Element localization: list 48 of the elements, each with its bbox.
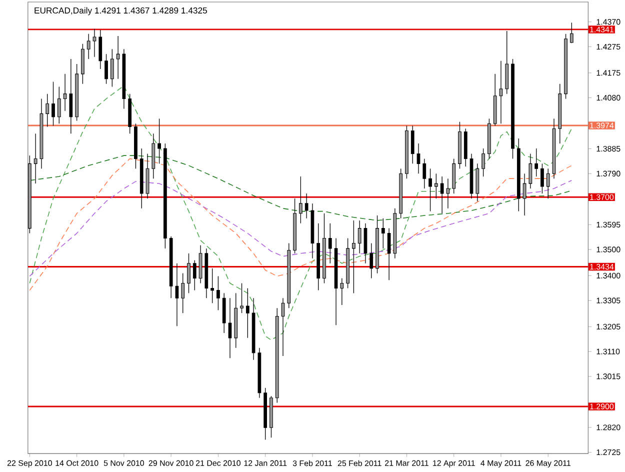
candlestick xyxy=(387,228,391,280)
candlestick xyxy=(434,173,438,199)
candlestick xyxy=(46,94,50,128)
candlestick xyxy=(446,178,450,209)
candlestick xyxy=(410,125,414,164)
candlestick xyxy=(98,30,102,70)
candlestick xyxy=(63,74,67,112)
candlestick xyxy=(428,168,432,212)
candlestick xyxy=(299,176,302,224)
candlestick xyxy=(210,268,214,304)
candlestick xyxy=(116,36,120,80)
candlestick xyxy=(181,273,185,314)
candlestick xyxy=(482,148,485,177)
candlestick xyxy=(86,34,90,60)
candlestick xyxy=(499,60,503,124)
candlestick xyxy=(187,253,190,294)
candlestick xyxy=(340,278,344,306)
candlestick xyxy=(52,81,55,126)
candlestick xyxy=(304,193,308,219)
candlestick xyxy=(370,242,374,279)
candlestick xyxy=(240,282,244,314)
candlestick xyxy=(175,263,179,327)
candlestick xyxy=(440,176,444,214)
candlestick xyxy=(522,173,526,216)
candlestick xyxy=(216,276,220,311)
candlestick xyxy=(328,223,332,264)
candlestick xyxy=(528,153,532,189)
candlestick xyxy=(34,133,38,184)
candlestick xyxy=(246,288,250,338)
candlestick xyxy=(192,260,196,291)
candlestick xyxy=(546,168,550,199)
candlestick xyxy=(104,54,108,84)
candlestick xyxy=(422,158,426,189)
text: EURCAD,Daily 1.4291 1.4367 1.4289 1.4325 xyxy=(34,7,207,16)
candlestick xyxy=(352,220,356,294)
candlestick xyxy=(57,86,61,124)
line-series xyxy=(29,155,572,221)
candlestick xyxy=(358,220,362,254)
candlestick xyxy=(534,148,538,177)
candlestick xyxy=(570,22,574,44)
candlestick xyxy=(158,118,161,164)
candlestick xyxy=(69,58,73,134)
candlestick xyxy=(381,218,385,249)
candlestick xyxy=(110,48,114,88)
candlestick xyxy=(92,28,96,58)
candlestick xyxy=(540,163,544,194)
candlestick xyxy=(228,298,232,358)
candlestick xyxy=(416,143,420,174)
